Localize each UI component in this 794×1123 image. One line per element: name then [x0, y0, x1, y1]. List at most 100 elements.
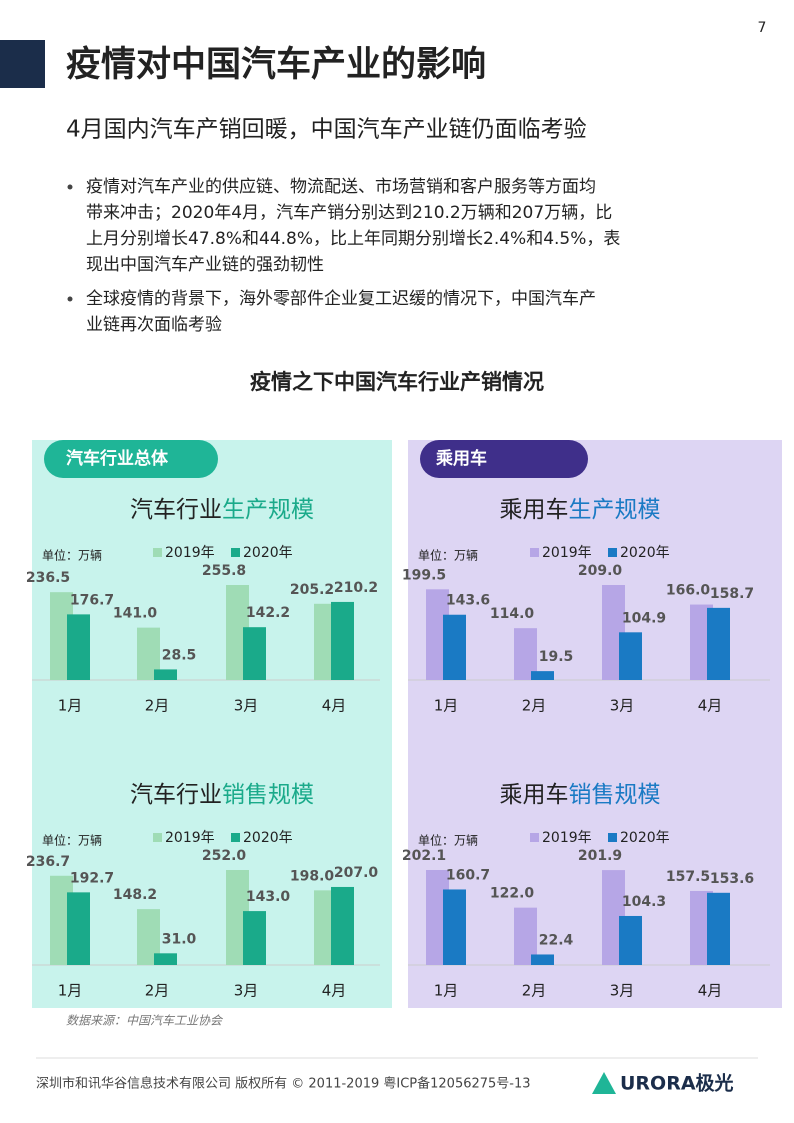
chart-title-prefix: 汽车行业 [130, 497, 222, 523]
bar [154, 953, 177, 965]
legend-label: 2019年 [542, 830, 592, 846]
bar [531, 671, 554, 680]
unit-label: 单位：万辆 [418, 548, 478, 563]
bar [707, 892, 730, 965]
unit-label: 单位：万辆 [418, 833, 478, 848]
legend-label: 2020年 [243, 545, 293, 561]
value-label: 142.2 [246, 605, 290, 621]
chart-title-highlight: 生产规模 [222, 497, 314, 523]
bullet-dot [67, 296, 73, 302]
logo-icon [592, 1072, 616, 1094]
chart-title: 乘用车销售规模 [500, 782, 661, 808]
value-label: 104.3 [622, 894, 666, 910]
legend-swatch [231, 833, 240, 842]
value-label: 236.5 [26, 570, 70, 586]
value-label: 207.0 [334, 865, 379, 881]
bullet-text: 疫情对汽车产业的供应链、物流配送、市场营销和客户服务等方面均 [86, 177, 596, 197]
legend-swatch [153, 833, 162, 842]
legend-swatch [608, 548, 617, 557]
bullet-text: 上月分别增长47.8%和44.8%，比上年同期分别增长2.4%和4.5%，表 [86, 229, 620, 249]
x-tick-label: 2月 [522, 982, 547, 1000]
panel-tag-text: 乘用车 [435, 448, 487, 469]
legend-label: 2019年 [542, 545, 592, 561]
value-label: 209.0 [578, 563, 623, 579]
legend-label: 2020年 [620, 545, 670, 561]
bar [137, 627, 160, 680]
chart-title-highlight: 生产规模 [569, 497, 661, 523]
section-title: 疫情之下中国汽车行业产销情况 [250, 370, 544, 394]
value-label: 143.0 [246, 889, 291, 905]
x-tick-label: 1月 [434, 982, 459, 1000]
value-label: 28.5 [162, 647, 197, 663]
x-tick-label: 2月 [145, 697, 170, 715]
bar [514, 907, 537, 965]
x-tick-label: 2月 [145, 982, 170, 1000]
x-tick-label: 3月 [234, 982, 259, 1000]
legend-swatch [530, 548, 539, 557]
legend-swatch [153, 548, 162, 557]
value-label: 176.7 [70, 592, 114, 608]
unit-label: 单位：万辆 [42, 833, 102, 848]
x-tick-label: 1月 [58, 982, 83, 1000]
bullet-text: 现出中国汽车产业链的强劲韧性 [86, 255, 324, 275]
value-label: 122.0 [490, 886, 535, 902]
bar [331, 601, 354, 680]
bar [619, 632, 642, 680]
x-tick-label: 1月 [434, 697, 459, 715]
source-note: 数据来源：中国汽车工业协会 [66, 1014, 224, 1028]
title-marker [0, 40, 45, 88]
unit-label: 单位：万辆 [42, 548, 102, 563]
chart-title: 汽车行业生产规模 [130, 497, 314, 523]
x-tick-label: 4月 [322, 697, 347, 715]
value-label: 160.7 [446, 867, 490, 883]
legend-label: 2020年 [620, 830, 670, 846]
panel-tag [44, 440, 218, 478]
value-label: 205.2 [290, 582, 334, 598]
value-label: 157.5 [666, 869, 710, 885]
chart-title: 汽车行业销售规模 [130, 782, 314, 808]
value-label: 166.0 [666, 583, 711, 599]
bullet-text: 全球疫情的背景下，海外零部件企业复工迟缓的情况下，中国汽车产 [86, 289, 596, 309]
page-title: 疫情对中国汽车产业的影响 [66, 45, 486, 85]
x-tick-label: 1月 [58, 697, 83, 715]
page-number: 7 [758, 20, 767, 36]
bar [243, 627, 266, 680]
x-tick-label: 2月 [522, 697, 547, 715]
value-label: 141.0 [113, 606, 158, 622]
bar [67, 892, 90, 965]
chart-title-prefix: 乘用车 [500, 782, 569, 808]
chart-title-highlight: 销售规模 [222, 782, 314, 808]
bullet-text: 业链再次面临考验 [86, 315, 222, 335]
value-label: 255.8 [202, 563, 246, 579]
value-label: 31.0 [162, 931, 197, 947]
legend-swatch [608, 833, 617, 842]
bar [619, 915, 642, 965]
value-label: 252.0 [202, 848, 247, 864]
subtitle: 4月国内汽车产销回暖，中国汽车产业链仍面临考验 [66, 117, 587, 143]
value-label: 192.7 [70, 870, 114, 886]
bar [137, 909, 160, 965]
value-label: 199.5 [402, 567, 446, 583]
bullet-dot [67, 184, 73, 190]
value-label: 143.6 [446, 593, 490, 609]
x-tick-label: 3月 [234, 697, 259, 715]
value-label: 104.9 [622, 610, 666, 626]
bullet-text: 带来冲击；2020年4月，汽车产销分别达到210.2万辆和207万辆，比 [86, 203, 612, 223]
x-tick-label: 3月 [610, 982, 635, 1000]
bar [531, 954, 554, 965]
value-label: 19.5 [539, 649, 574, 665]
bar [514, 628, 537, 680]
x-tick-label: 4月 [698, 697, 723, 715]
value-label: 202.1 [402, 848, 446, 864]
legend-label: 2019年 [165, 830, 215, 846]
bar [154, 669, 177, 680]
chart-title-prefix: 汽车行业 [130, 782, 222, 808]
bar [443, 889, 466, 965]
footer-copyright: 深圳市和讯华谷信息技术有限公司 版权所有 © 2011-2019 粤ICP备12… [36, 1076, 531, 1092]
value-label: 201.9 [578, 848, 622, 864]
value-label: 158.7 [710, 586, 754, 602]
bar [707, 607, 730, 680]
chart-title-prefix: 乘用车 [500, 497, 569, 523]
